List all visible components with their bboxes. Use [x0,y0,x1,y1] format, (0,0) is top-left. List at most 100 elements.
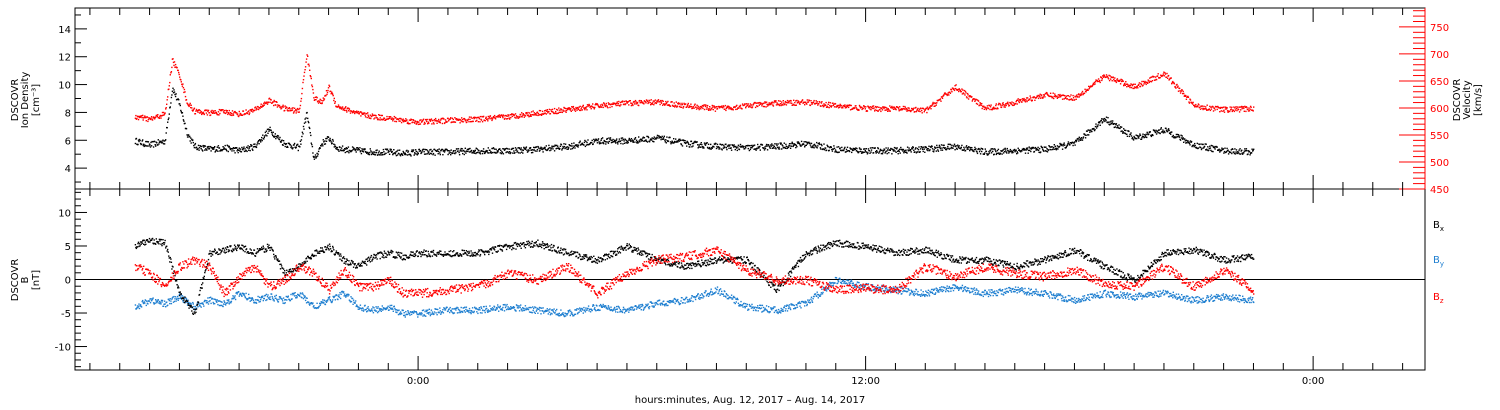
velocity-point [578,106,580,108]
velocity-point [380,114,382,117]
by-point [178,297,180,300]
velocity-point [652,102,654,104]
velocity-point [320,102,322,104]
velocity-point [409,122,411,125]
velocity-point [363,112,366,114]
by-point [325,301,328,303]
velocity-point [445,120,447,123]
density-point [210,150,212,152]
by-point [277,301,280,303]
velocity-point [558,111,560,114]
velocity-point [961,93,964,95]
velocity-point [1033,96,1036,98]
velocity-point [1072,97,1075,99]
density-point [563,143,565,145]
velocity-point [264,101,266,103]
velocity-point [443,118,445,120]
density-point [730,147,732,149]
velocity-point [1204,108,1206,110]
density-point [460,147,462,150]
velocity-point [594,104,596,106]
density-point [428,153,430,155]
density-point [315,156,318,158]
velocity-point [217,114,219,116]
density-point [1100,119,1102,122]
density-point [472,151,474,153]
by-point [273,299,275,301]
density-point [893,149,895,151]
velocity-point [183,91,185,94]
velocity-point [402,118,404,120]
velocity-point [489,115,492,117]
velocity-point [1092,84,1094,86]
velocity-point [847,104,849,106]
velocity-point [557,112,559,114]
density-point [539,149,541,151]
density-point [855,150,858,152]
velocity-point [582,104,584,107]
velocity-point [770,101,772,104]
density-point [591,141,593,144]
density-point [809,144,812,146]
density-point [861,151,863,153]
density-point [1188,141,1190,143]
velocity-point [850,104,852,107]
velocity-point [299,107,301,110]
density-point [1058,145,1061,148]
velocity-point [747,103,749,105]
density-point [443,151,446,153]
velocity-point [1187,95,1189,98]
velocity-point [1238,111,1241,113]
velocity-point [562,109,564,111]
velocity-point [1144,80,1146,83]
density-point [258,143,260,145]
velocity-point [671,104,674,107]
velocity-point [1245,110,1247,113]
velocity-point [606,105,608,107]
density-point [225,148,227,151]
velocity-point [915,110,918,113]
velocity-point [712,106,714,108]
density-point [632,140,635,142]
density-point [306,111,308,114]
velocity-point [352,110,355,112]
velocity-point [462,121,464,123]
density-point [1173,137,1175,139]
by-point [261,295,263,298]
density-point [301,131,304,133]
velocity-point [1141,80,1143,83]
velocity-point [315,99,317,101]
velocity-point [1229,106,1231,108]
density-point [293,142,296,145]
velocity-point [510,113,512,116]
velocity-point [1092,82,1095,85]
density-point [797,142,799,145]
density-point [299,146,301,148]
density-point [359,147,361,149]
velocity-point [748,106,750,108]
by-point [202,302,204,304]
density-point [469,151,472,153]
density-point [1116,127,1118,129]
by-point [316,302,318,304]
by-point [286,299,288,301]
density-point [341,149,343,152]
density-point [942,144,944,146]
velocity-point [284,105,286,107]
density-point [450,149,452,151]
velocity-point [939,99,941,101]
velocity-point [214,110,216,112]
density-point [1059,143,1062,145]
density-point [706,142,708,144]
velocity-point [606,106,608,108]
density-point [630,140,632,143]
by-point [256,299,259,301]
density-point [589,143,591,145]
by-point [301,297,303,299]
density-point [1096,125,1099,128]
velocity-point [785,104,788,106]
by-point [186,304,189,306]
density-point [203,145,205,147]
velocity-point [553,107,556,110]
